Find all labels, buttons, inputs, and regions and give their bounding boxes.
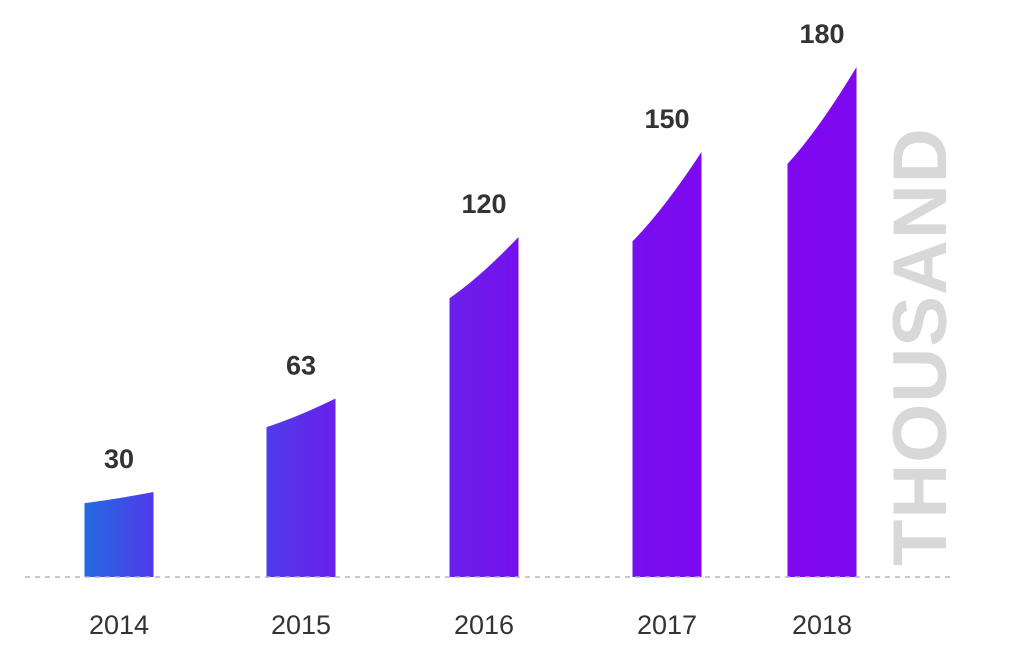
x-tick-label-2016: 2016	[454, 610, 514, 640]
bar-2014	[84, 492, 154, 577]
unit-label: THOUSAND	[878, 127, 963, 566]
value-label-2017: 150	[644, 104, 689, 134]
value-labels-layer: 30 63 120 150 180	[104, 19, 845, 474]
x-tick-label-2015: 2015	[271, 610, 331, 640]
value-label-2014: 30	[104, 444, 134, 474]
x-tick-label-2014: 2014	[89, 610, 149, 640]
x-tick-label-2017: 2017	[637, 610, 697, 640]
x-tick-label-2018: 2018	[792, 610, 852, 640]
value-label-2015: 63	[286, 351, 316, 381]
value-label-2018: 180	[799, 19, 844, 49]
value-label-2016: 120	[461, 189, 506, 219]
bar-2016	[449, 237, 519, 577]
x-axis-tick-labels: 2014 2015 2016 2017 2018	[89, 610, 852, 640]
bar-2018	[787, 67, 857, 577]
bars-layer	[84, 67, 857, 577]
bar-2017	[632, 152, 702, 577]
bar-2015	[266, 398, 336, 577]
